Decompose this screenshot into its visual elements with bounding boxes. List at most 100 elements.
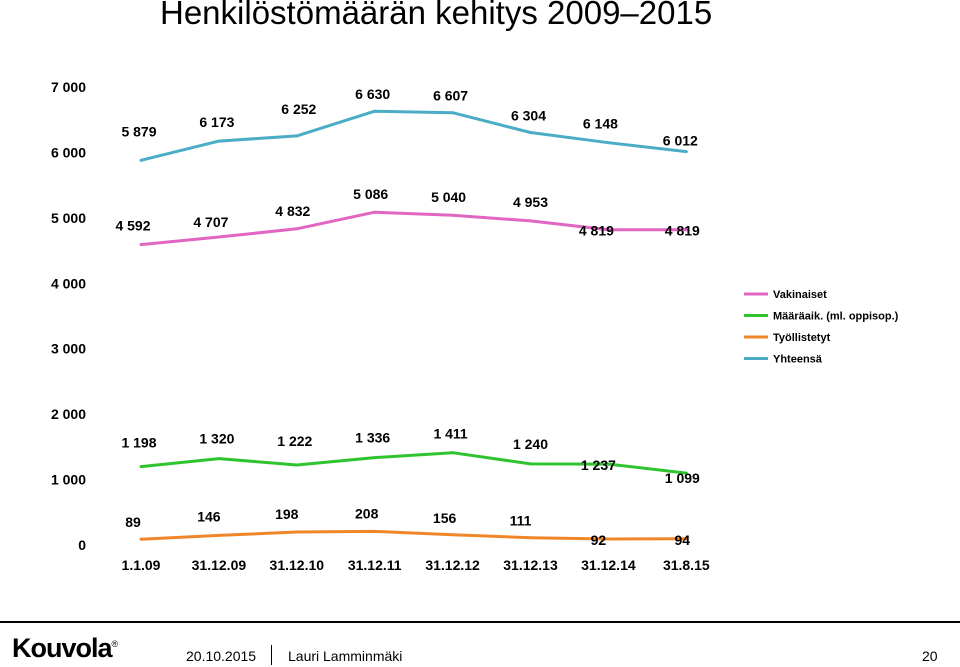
data-point [606, 141, 610, 145]
data-point [529, 131, 532, 135]
y-tick-label: 2 000 [51, 406, 86, 422]
x-tick-label: 31.12.12 [425, 557, 480, 573]
data-point [373, 456, 377, 460]
data-label: 6 148 [583, 116, 618, 132]
data-point [684, 471, 688, 475]
data-point [295, 530, 299, 534]
page-number: 20 [922, 648, 938, 664]
data-point [139, 243, 143, 247]
data-label: 89 [125, 514, 141, 530]
data-label: 208 [355, 505, 379, 521]
data-point [606, 537, 610, 541]
data-label: 6 012 [663, 133, 698, 149]
x-tick-label: 31.12.13 [503, 557, 558, 573]
data-point [217, 235, 221, 239]
legend-entry: Määräaik. (ml. oppisop.) [773, 311, 899, 323]
data-point [373, 210, 377, 214]
data-point [295, 227, 299, 231]
data-point [606, 228, 610, 232]
footer-author: Lauri Lamminmäki [288, 648, 403, 664]
data-label: 4 819 [665, 223, 700, 239]
series-group: 1 198 1 320 1 222 1 336 1 411 1 240 1 237 1 099 [121, 426, 700, 486]
data-label: 5 879 [121, 123, 156, 139]
data-label: 1 411 [433, 426, 467, 442]
data-point [139, 537, 143, 541]
data-label: 1 320 [199, 431, 234, 447]
data-point [684, 537, 688, 541]
data-point [295, 463, 299, 467]
data-point [139, 158, 143, 162]
data-label: 1 336 [355, 430, 390, 446]
legend: Vakinaiset Määräaik. (ml. oppisop.) Työlli… [744, 289, 899, 366]
series-group: 5 879 6 173 6 252 6 630 6 607 6 304 6 148 6 012 [121, 86, 698, 162]
data-label: 146 [197, 508, 221, 524]
x-tick-label: 1.1.09 [122, 557, 161, 573]
x-tick-label: 31.12.11 [348, 557, 402, 573]
y-tick-label: 6 000 [51, 144, 86, 160]
data-point [139, 465, 143, 469]
data-point [451, 213, 455, 217]
data-label: 5 040 [431, 189, 466, 205]
y-tick-label: 5 000 [51, 210, 86, 226]
data-label: 111 [510, 513, 532, 529]
data-label: 6 173 [199, 114, 234, 130]
data-label: 6 304 [511, 108, 546, 124]
plot-area: 4 592 4 707 4 832 5 086 5 040 4 953 4 819 4 819… [115, 86, 700, 548]
data-label: 6 252 [281, 101, 316, 117]
series-line [140, 210, 687, 247]
x-tick-label: 31.8.15 [663, 557, 710, 573]
series-line [140, 451, 687, 475]
legend-entry: Työllistetyt [773, 332, 831, 344]
data-point [295, 134, 299, 138]
x-tick-label: 31.12.10 [270, 557, 325, 573]
data-label: 4 819 [579, 223, 614, 239]
footer-date: 20.10.2015 [186, 648, 257, 664]
data-label: 4 832 [275, 203, 310, 219]
series-group: 4 592 4 707 4 832 5 086 5 040 4 953 4 819 4 819 [115, 186, 700, 247]
series-line [140, 109, 687, 162]
data-point [684, 228, 688, 232]
data-label: 1 222 [277, 433, 312, 449]
y-tick-label: 1 000 [51, 472, 86, 488]
series-group: 89 146 198 208 156 111 92 94 [125, 505, 690, 548]
data-label: 4 953 [513, 194, 548, 210]
logo-text: Kouvola [12, 633, 113, 663]
data-label: 1 240 [513, 436, 548, 452]
data-label: 156 [433, 510, 457, 526]
data-point [217, 533, 221, 537]
data-point [217, 457, 221, 461]
x-tick-label: 31.12.09 [192, 557, 247, 573]
series-line [140, 529, 687, 541]
data-point [451, 533, 455, 537]
legend-entry: Vakinaiset [773, 289, 827, 301]
footer-separator [271, 645, 272, 665]
data-label: 1 237 [581, 457, 616, 473]
registered-mark: ® [111, 639, 119, 649]
data-point [529, 536, 532, 540]
y-tick-label: 0 [78, 537, 86, 553]
data-point [451, 111, 455, 115]
y-tick-label: 4 000 [51, 275, 86, 291]
data-label: 4 592 [115, 218, 150, 234]
kouvola-logo: Kouvola® [12, 633, 118, 664]
y-tick-label: 3 000 [51, 341, 86, 357]
data-label: 1 198 [121, 435, 156, 451]
data-label: 198 [275, 506, 299, 522]
x-axis: 1.1.09 31.12.09 31.12.10 31.12.11 31.12.12 31… [122, 557, 710, 573]
x-tick-label: 31.12.14 [581, 557, 636, 573]
y-tick-label: 7 000 [51, 79, 86, 95]
data-point [606, 462, 610, 466]
data-point [529, 219, 532, 223]
data-label: 4 707 [193, 214, 228, 230]
y-axis: 0 1 000 2 000 3 000 4 000 5 000 6 000 7 000 [51, 79, 86, 553]
data-label: 1 099 [665, 470, 700, 486]
data-point [451, 451, 455, 455]
data-point [529, 462, 532, 466]
data-label: 94 [675, 532, 691, 548]
data-point [373, 109, 377, 113]
data-point [684, 150, 688, 154]
slide-title: Henkilöstömäärän kehitys 2009–2015 [160, 0, 713, 31]
data-point [217, 139, 221, 143]
data-label: 92 [591, 532, 607, 548]
